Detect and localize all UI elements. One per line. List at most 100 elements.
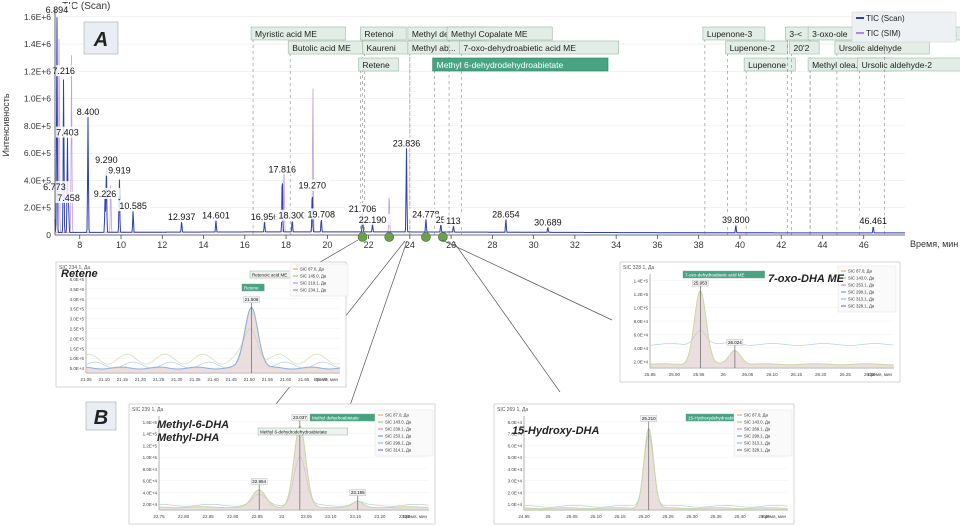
inset-legend-label: SIC 143.0, Да [848, 276, 875, 281]
inset-peak-label-bg [640, 415, 657, 422]
compound-label: Kaureni [366, 43, 395, 53]
compound-label-box [358, 57, 400, 72]
peak-label-bg [164, 211, 200, 223]
inset-x-tick: 23.25 [399, 514, 411, 519]
peak-label-bg [41, 3, 72, 15]
peak-label-bg [115, 200, 151, 212]
inset-x-tick: 25.05 [566, 514, 578, 519]
inset-legend-box [374, 409, 434, 457]
inset-x-tick: 25.10 [590, 514, 602, 519]
compound-label: 7-oxo-dehydroabietic acid ME [463, 43, 576, 53]
compound-label-box [360, 26, 407, 41]
trace-scan [54, 17, 905, 234]
peak-label-bg [264, 163, 300, 175]
inset-y-tick: 2.0E+4 [143, 502, 158, 507]
inset-peak-label-bg [250, 478, 268, 485]
inset-y-tick: 1.0E+5 [634, 306, 649, 311]
inset-header: SIC 239 1, Да [132, 407, 163, 413]
peak-label-bg [73, 106, 104, 118]
y-tick-label: 1.2E+6 [24, 66, 51, 76]
peak-label: 30.689 [534, 218, 562, 228]
inset-trace [649, 330, 894, 346]
inset-y-tick: 1.4E+5 [634, 279, 649, 284]
x-tick-label: 26 [446, 240, 456, 250]
compound-label-box [743, 57, 796, 72]
inset-peak-label-bg [726, 339, 744, 346]
inset-peak-label: 21.506 [245, 297, 259, 302]
inset-x-tick: 22.95 [252, 514, 264, 519]
inset-x-tick: 26.10 [766, 372, 778, 377]
main-legend: TIC (Scan) TIC (SIM) [851, 11, 957, 43]
y-axis-label: Интенсивность [1, 93, 11, 156]
inset-x-tick: 25.25 [662, 514, 674, 519]
legend-scan: TIC (Scan) [866, 14, 905, 23]
compound-label: Methyl ab... [412, 43, 456, 53]
peak-label: 17.816 [269, 164, 297, 174]
inset-x-tick: 23.10 [325, 514, 337, 519]
inset-x-tick: 25.40 [734, 514, 746, 519]
inset-x-tick: 23.15 [350, 514, 362, 519]
peak-label-bg [488, 208, 524, 220]
inset-x-tick: 21.35 [189, 377, 201, 382]
inset-y-tick: 4.0E+4 [143, 490, 158, 495]
inset-x-tick: 26.15 [791, 372, 803, 377]
inset-legend-label: SIC 299.1, Да [744, 434, 771, 439]
peak-label-bg [354, 213, 391, 225]
inset-y-tick: 1.0E+4 [508, 502, 523, 507]
peak-label: 7.216 [52, 66, 75, 76]
inset-x-tick: 22.80 [178, 514, 190, 519]
y-tick-label: 0 [46, 230, 51, 240]
y-tick-label: 2.0E+5 [24, 203, 51, 213]
compound-label-box [857, 57, 960, 72]
inset-header: SIC 328 1, Да [623, 265, 654, 271]
peak-label-bg [90, 187, 121, 199]
x-tick-label: 24 [405, 240, 415, 250]
inset-area [524, 428, 788, 510]
inset-x-tick: 21.10 [99, 377, 111, 382]
x-tick-label: 28 [487, 240, 497, 250]
x-tick-label: 38 [694, 240, 704, 250]
inset-peak-label-bg [349, 489, 366, 496]
inset-peak-label: 25.210 [642, 416, 656, 421]
peak-label-bg [48, 65, 79, 77]
x-tick-label: 30 [529, 240, 539, 250]
inset-x-tick: 25.15 [614, 514, 626, 519]
peak-label: 22.190 [359, 215, 387, 225]
inset-legend-box [289, 263, 349, 297]
panel-b-box [85, 401, 117, 431]
y-tick-label: 1.0E+6 [24, 94, 51, 104]
inset-x-tick: 22.90 [227, 514, 239, 519]
peak-label: 9.226 [94, 189, 117, 199]
peak-label-bg [718, 213, 754, 225]
peak-label-bg [294, 179, 330, 191]
peak-label: 23.836 [393, 138, 421, 148]
inset-trace [650, 290, 894, 366]
inset-hydroxy-dha: SIC 269 1, Да 8.0E+4 7.0E+4 6.0E+4 5.0E+4 4.0… [493, 403, 795, 525]
inset-x-tick: 24.95 [518, 514, 530, 519]
peak-label: 24.778 [412, 209, 440, 219]
inset-y-tick: 5.0E+4 [508, 455, 523, 460]
inset-y-tick: 4.0E+5 [70, 297, 85, 302]
inset-legend-label: SIC 314.1, Да [385, 448, 412, 453]
inset-title: Methyl-DHA [157, 432, 219, 444]
compound-label-box [446, 26, 553, 41]
compound-label-box [789, 40, 820, 55]
inset-y-tick: 1.2E+5 [143, 443, 158, 448]
peak-label-bg [198, 209, 234, 221]
inset-x-tick: 25.85 [644, 372, 656, 377]
inset-legend-label: SIC 87.0, Да [300, 267, 324, 272]
inset-y-tick: 5.0E+4 [70, 366, 85, 371]
compound-label-box [432, 57, 609, 72]
x-tick-label: 8 [77, 240, 82, 250]
peak-label: 21.706 [349, 204, 377, 214]
inset-y-tick: 6.0E+4 [508, 443, 523, 448]
inset-x-tick: 21.55 [262, 377, 274, 382]
inset-y-tick: 1.0E+5 [70, 356, 85, 361]
inset-y-tick: 3.0E+4 [508, 479, 523, 484]
x-tick-label: 42 [776, 240, 786, 250]
inset-x-tick: 21.65 [298, 377, 310, 382]
inset-legend-box [837, 265, 897, 313]
peak-label: 19.708 [308, 209, 336, 219]
y-tick-label: 4.0E+5 [24, 175, 51, 185]
